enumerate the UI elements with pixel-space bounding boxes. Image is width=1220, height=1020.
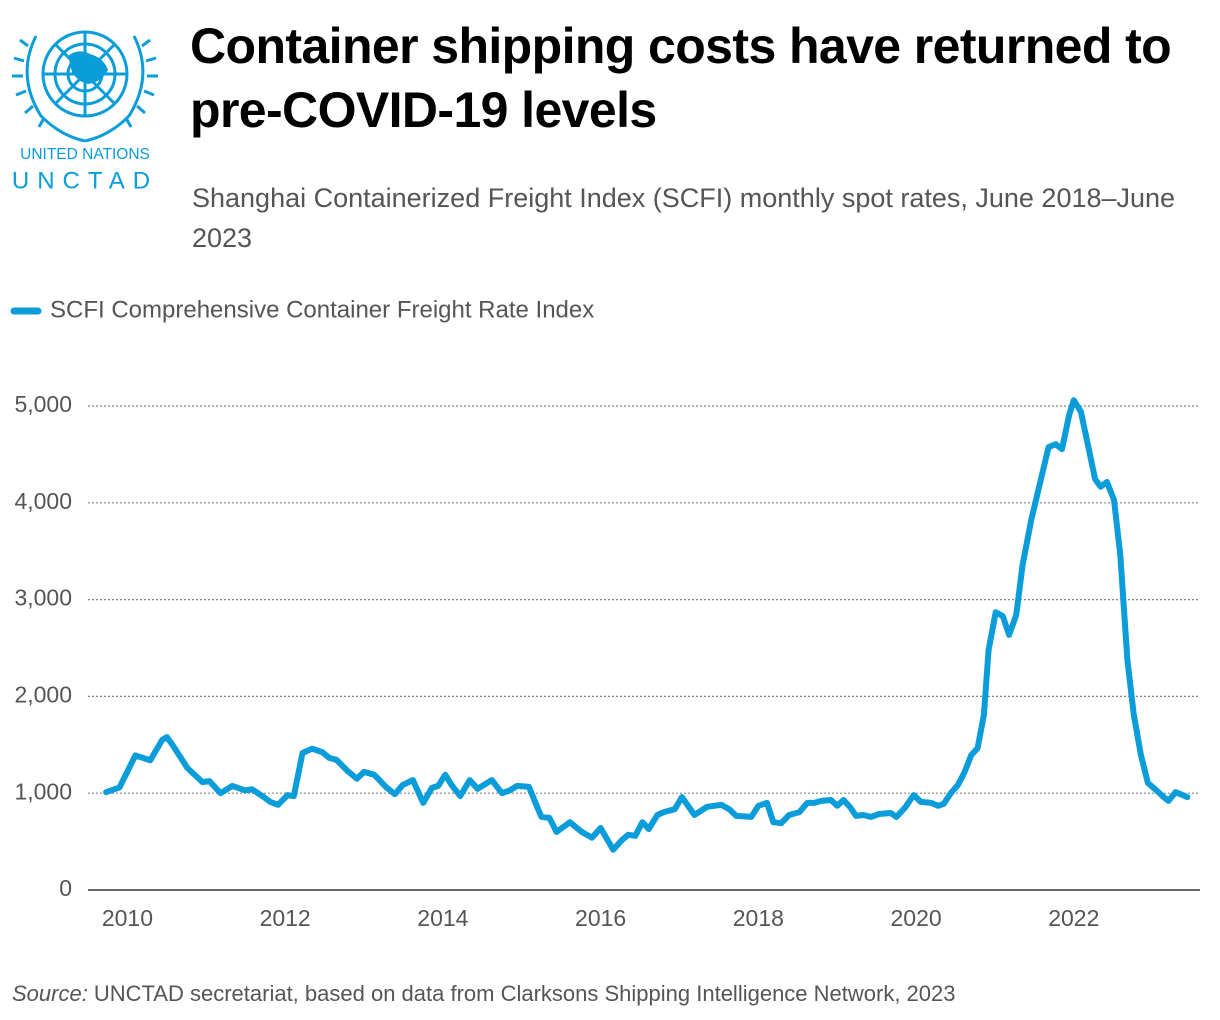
logo-line2: UNCTAD	[12, 167, 158, 194]
x-tick-label: 2016	[575, 905, 626, 931]
y-tick-label: 0	[59, 875, 72, 901]
legend-label: SCFI Comprehensive Container Freight Rat…	[50, 296, 594, 323]
emblem	[12, 30, 158, 143]
source-label: Source:	[12, 981, 88, 1006]
x-tick-label: 2012	[260, 905, 311, 931]
map	[68, 51, 108, 84]
chart-subtitle: Shanghai Containerized Freight Index (SC…	[192, 183, 1176, 253]
y-tick-label: 1,000	[14, 778, 72, 804]
y-tick-label: 5,000	[14, 391, 72, 417]
x-tick-label: 2022	[1048, 905, 1099, 931]
x-tick-label: 2020	[890, 905, 941, 931]
x-tick-label: 2010	[102, 905, 153, 931]
x-tick-label: 2018	[733, 905, 784, 931]
y-tick-label: 4,000	[14, 488, 72, 514]
logo-line1: UNITED NATIONS	[20, 146, 150, 163]
chart-title: Container shipping costs have returned t…	[190, 18, 1172, 138]
data-line	[103, 397, 1191, 853]
un-logo: UNITED NATIONS UNCTAD	[12, 30, 158, 194]
source-text: UNCTAD secretariat, based on data from C…	[94, 981, 956, 1006]
source: Source: UNCTAD secretariat, based on data…	[12, 981, 956, 1006]
y-tick-label: 3,000	[14, 585, 72, 611]
x-tick-label: 2014	[417, 905, 468, 931]
y-tick-label: 2,000	[14, 681, 72, 707]
